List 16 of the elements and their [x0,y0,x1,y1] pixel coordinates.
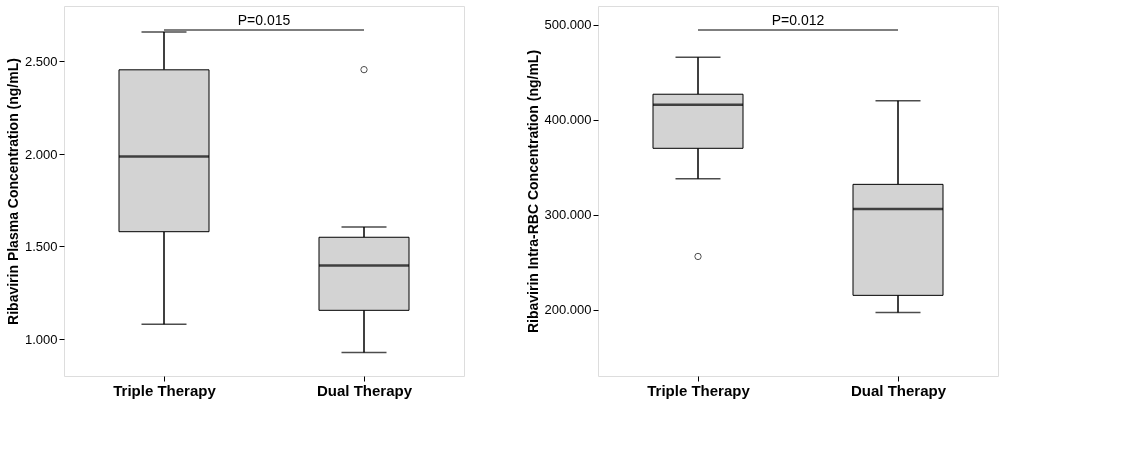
y-tick-label: 1.000 [24,331,58,347]
y-tick-label: 300.000 [544,207,592,223]
x-tick-label: Dual Therapy [850,381,947,399]
y-tick-label: 500.000 [544,17,592,33]
y-axis-title: Ribavirin Plasma Concentration (ng/mL) [4,58,21,325]
annotation: P=0.012 [771,12,825,28]
y-tick-label: 200.000 [544,302,592,318]
y-axis-title: Ribavirin Intra-RBC Concentration (ng/mL) [524,49,541,334]
y-tick-label: 400.000 [544,112,592,128]
x-tick-label: Triple Therapy [113,381,217,399]
y-tick-label: 1.500 [24,239,58,254]
y-tick-label: 2.000 [24,146,58,162]
annotation: P=0.015 [237,12,291,28]
x-tick-label: Triple Therapy [647,381,751,399]
y-tick-label: 2.500 [24,54,58,69]
x-tick-label: Dual Therapy [316,381,413,399]
